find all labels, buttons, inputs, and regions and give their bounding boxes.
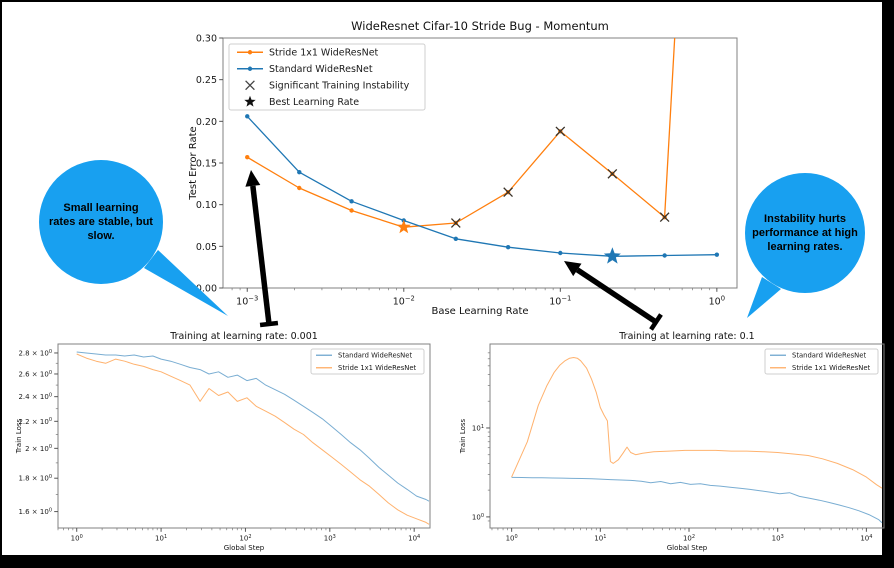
- best-lr-star: [396, 219, 411, 234]
- chart-title: Training at learning rate: 0.1: [618, 331, 754, 342]
- tick-label: 101: [594, 534, 606, 543]
- tick-label: 104: [860, 534, 872, 543]
- data-point: [662, 253, 667, 258]
- callout-bubble-right-text: Instability hurts performance at high le…: [752, 212, 858, 254]
- tick-label: 101: [155, 534, 167, 543]
- tick-label: 0.25: [196, 75, 217, 86]
- tick-label: 2.4 × 100: [18, 393, 52, 402]
- instability-x-marker: [450, 218, 461, 228]
- x-axis-label: Global Step: [667, 544, 708, 552]
- tick-label: 100: [472, 513, 484, 522]
- callout-bubble-right: Instability hurts performance at high le…: [745, 173, 865, 293]
- x-axis-label: Global Step: [224, 544, 265, 552]
- series-line: [76, 353, 430, 525]
- tick-label: 2.2 × 100: [18, 417, 52, 426]
- annotation-arrow-left: [245, 170, 279, 328]
- tick-label: 10−2: [393, 295, 415, 308]
- tick-label: 104: [408, 534, 420, 543]
- tick-label: 0.10: [196, 200, 217, 211]
- tick-label: 2 × 100: [25, 444, 52, 453]
- tick-label: 0.20: [196, 117, 217, 128]
- annotation-arrow-right: [564, 261, 663, 331]
- y-axis-label: Test Error Rate: [188, 126, 199, 200]
- y-axis-ticks: 0.00 0.05 0.10 0.15 0.20 0.25 0.30: [196, 33, 223, 294]
- legend: Stride 1x1 WideResNet Standard WideResNet…: [228, 43, 426, 111]
- legend: Standard WideResNet Stride 1x1 WideResNet: [764, 348, 879, 375]
- tick-label: 0.30: [196, 33, 217, 44]
- chart-title: WideResnet Cifar-10 Stride Bug - Momentu…: [351, 19, 609, 33]
- best-lr-star: [603, 247, 621, 264]
- data-point: [505, 244, 511, 250]
- tick-label: 103: [324, 534, 336, 543]
- series-line: [246, 115, 717, 257]
- tick-label: 2.8 × 100: [18, 349, 52, 358]
- y-axis-label: Train Loss: [15, 418, 23, 454]
- axes-frame: [489, 343, 885, 529]
- tick-label: 1.8 × 100: [18, 474, 52, 483]
- y-axis-label: Train Loss: [459, 418, 467, 454]
- bubble-right-tail: [747, 277, 781, 318]
- callout-bubble-left: Small learning rates are stable, but slo…: [39, 160, 163, 284]
- instability-x-marker: [607, 168, 618, 179]
- data-point: [714, 252, 720, 257]
- tick-label: 103: [772, 534, 784, 543]
- figure-background: [2, 2, 882, 555]
- top-chart: 10−3 10−2 10−1 1000.000.050.100.150.200.250…: [188, 19, 738, 317]
- data-point: [453, 236, 459, 242]
- tick-label: 0.05: [196, 242, 217, 253]
- tick-label: 100: [506, 534, 518, 543]
- legend-label: Best Learning Rate: [269, 97, 359, 108]
- tick-label: 0.15: [196, 158, 217, 169]
- series-line: [76, 351, 430, 502]
- chart-title: Training at learning rate: 0.001: [169, 331, 318, 342]
- instability-x-marker: [503, 187, 513, 198]
- x-axis-ticks: 100 101 102 103 104: [491, 528, 872, 543]
- legend-label: Standard WideResNet: [792, 352, 866, 360]
- tick-label: 10−1: [549, 295, 571, 308]
- tick-label: 102: [239, 534, 251, 543]
- axes-frame: [57, 343, 431, 529]
- tick-label: 1.6 × 100: [18, 507, 52, 516]
- y-axis-ticks: 2.8 × 100 2.6 × 100 2.4 × 100 2.2 × 100 2 × …: [18, 349, 58, 516]
- x-axis-label: Base Learning Rate: [431, 306, 528, 317]
- tick-label: 101: [472, 424, 484, 433]
- instability-x-marker: [555, 126, 566, 137]
- callout-bubble-left-text: Small learning rates are stable, but slo…: [49, 201, 153, 243]
- tick-label: 10−3: [236, 295, 258, 308]
- series-line: [511, 476, 883, 524]
- tick-label: 102: [683, 534, 695, 543]
- x-axis-ticks: 10−3 10−2 10−1 100: [231, 288, 725, 308]
- tick-label: 100: [71, 534, 83, 543]
- data-point: [349, 199, 354, 204]
- tick-label: 100: [709, 295, 725, 308]
- data-point: [245, 114, 250, 119]
- y-axis-ticks: 100 101: [472, 352, 490, 522]
- annotation-overlay: [144, 170, 781, 331]
- instability-x-marker: [659, 212, 670, 223]
- tick-label: 2.6 × 100: [18, 370, 52, 379]
- data-point: [558, 250, 563, 256]
- bottom-left-chart: 100 101 102 103 104 2.8 × 100 2.6 × 100 2.4 × 1…: [15, 331, 431, 552]
- series-line: [511, 357, 883, 489]
- data-point: [245, 154, 250, 160]
- x-axis-ticks: 100 101 102 103 104: [57, 528, 420, 543]
- instability-x-marker: [245, 80, 255, 91]
- legend-label: Stride 1x1 WideResNet: [338, 364, 417, 372]
- data-point: [297, 185, 302, 191]
- data-point: [297, 169, 302, 175]
- data-point: [349, 208, 354, 213]
- series-line: [246, 38, 676, 228]
- legend-label: Standard WideResNet: [269, 64, 373, 75]
- bubble-left-tail: [144, 250, 228, 316]
- legend-label: Stride 1x1 WideResNet: [792, 364, 871, 372]
- legend-label: Stride 1x1 WideResNet: [269, 48, 379, 59]
- legend-label: Significant Training Instability: [269, 81, 410, 92]
- bottom-right-chart: 100 101 102 103 104 100 101 Training at learnin…: [459, 331, 885, 552]
- legend-label: Standard WideResNet: [338, 352, 412, 360]
- tick-label: 0.00: [196, 283, 217, 294]
- legend: Standard WideResNet Stride 1x1 WideResNet: [310, 348, 425, 375]
